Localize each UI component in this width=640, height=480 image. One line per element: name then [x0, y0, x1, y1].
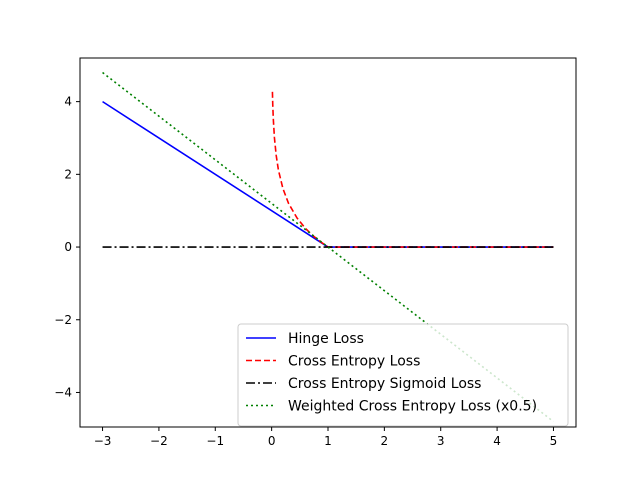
- legend-label-3: Cross Entropy Sigmoid Loss: [288, 376, 481, 392]
- y-axis: −4 −2 0 2 4: [54, 95, 80, 399]
- legend-label-4: Weighted Cross Entropy Loss (x0.5): [288, 399, 537, 415]
- y-tick-label: 2: [64, 167, 72, 181]
- legend: Hinge Loss Cross Entropy Loss Cross Entrop…: [237, 323, 569, 427]
- x-tick-label: −3: [94, 434, 112, 448]
- x-tick-label: 0: [268, 434, 276, 448]
- x-axis: −3 −2 −1 0 1 2 3 4 5: [94, 427, 558, 448]
- y-tick-label: 0: [64, 240, 72, 254]
- x-tick-label: 1: [324, 434, 332, 448]
- x-tick-label: 3: [437, 434, 445, 448]
- x-tick-label: 4: [493, 434, 501, 448]
- x-tick-label: 5: [550, 434, 558, 448]
- x-tick-label: −1: [206, 434, 224, 448]
- y-tick-label: 4: [64, 95, 72, 109]
- x-tick-label: 2: [381, 434, 389, 448]
- legend-label-1: Hinge Loss: [288, 331, 364, 347]
- legend-box: [237, 323, 569, 427]
- legend-label-2: Cross Entropy Loss: [288, 354, 420, 370]
- y-tick-label: −2: [54, 313, 72, 327]
- x-tick-label: −2: [150, 434, 168, 448]
- y-tick-label: −4: [54, 385, 72, 399]
